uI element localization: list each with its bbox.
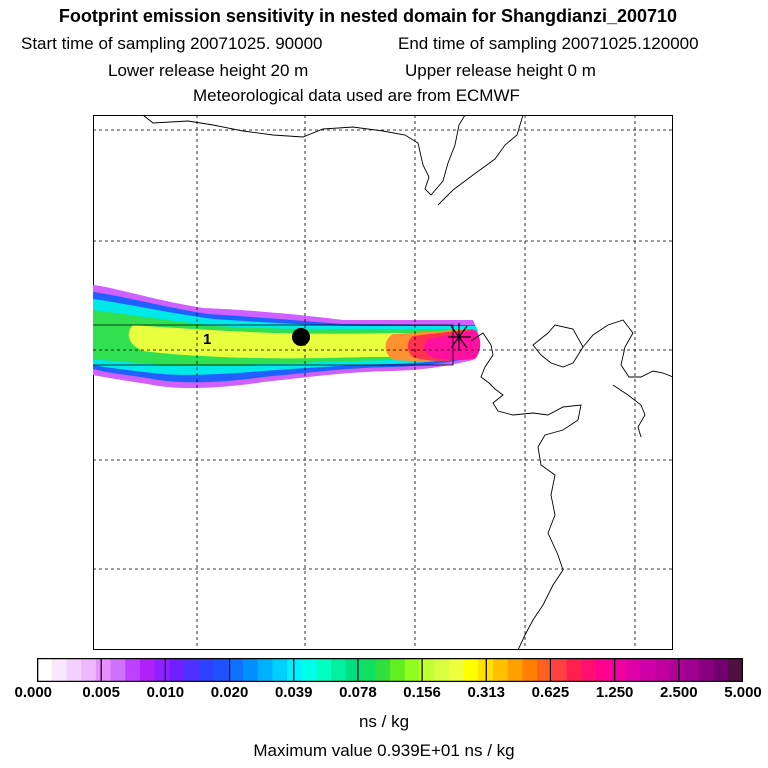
colorbar-swatch — [463, 658, 479, 682]
colorbar-swatch — [331, 658, 347, 682]
colorbar-swatch — [360, 658, 376, 682]
colorbar-tick-label: 0.010 — [146, 684, 185, 701]
colorbar-swatch — [169, 658, 185, 682]
colorbar-swatch — [551, 658, 567, 682]
colorbar-units: ns / kg — [358, 712, 410, 731]
colorbar-swatch — [345, 658, 362, 682]
colorbar-swatch — [51, 658, 67, 682]
max-value-label: Maximum value 0.939E+01 ns / kg — [253, 741, 515, 760]
colorbar-swatch — [492, 658, 509, 682]
colorbar-swatch — [537, 658, 553, 682]
colorbar-tick-label: 0.625 — [531, 684, 570, 701]
colorbar-tick-label: 0.078 — [339, 684, 377, 701]
lower-release-label: Lower release height 20 m — [108, 61, 309, 80]
colorbar-tick-label: 0.005 — [82, 684, 120, 701]
colorbar-swatch — [684, 658, 700, 682]
colorbar — [37, 658, 743, 682]
colorbar-swatch — [713, 658, 729, 682]
coastlines — [142, 115, 673, 650]
colorbar-swatch — [154, 658, 170, 682]
start-time-label: Start time of sampling 20071025. 90000 — [21, 34, 323, 53]
colorbar-swatch — [610, 658, 626, 682]
colorbar-swatch — [198, 658, 214, 682]
colorbar-swatch — [507, 658, 523, 682]
colorbar-swatch — [257, 658, 273, 682]
colorbar-swatch — [566, 658, 582, 682]
colorbar-swatch — [184, 658, 200, 682]
colorbar-swatch — [287, 658, 303, 682]
colorbar-swatch — [37, 658, 53, 682]
receptor-marker — [448, 323, 471, 351]
colorbar-swatch — [728, 658, 743, 682]
colorbar-swatch — [419, 658, 435, 682]
colorbar-tick-label: 0.039 — [274, 684, 313, 701]
grid-lines — [93, 115, 673, 650]
colorbar-swatch — [640, 658, 656, 682]
colorbar-swatch — [139, 658, 156, 682]
colorbar-swatch — [213, 658, 229, 682]
colorbar-swatch — [242, 658, 259, 682]
colorbar-tick-label: 1.250 — [595, 684, 634, 701]
chart-title: Footprint emission sensitivity in nested… — [58, 6, 678, 26]
colorbar-tick-label: 2.500 — [660, 684, 698, 701]
end-time-label: End time of sampling 20071025.120000 — [398, 34, 699, 53]
colorbar-swatch — [125, 658, 141, 682]
colorbar-tick-label: 0.156 — [403, 684, 441, 701]
colorbar-swatch — [434, 658, 450, 682]
colorbar-tick-label: 0.313 — [467, 684, 506, 701]
colorbar-swatch — [404, 658, 420, 682]
colorbar-swatch — [301, 658, 317, 682]
colorbar-swatch — [581, 658, 597, 682]
colorbar-swatch — [95, 658, 112, 682]
colorbar-swatch — [595, 658, 612, 682]
colorbar-tick-label: 5.000 — [724, 684, 762, 701]
colorbar-tick-label: 0.000 — [14, 684, 53, 701]
colorbar-swatch — [448, 658, 465, 682]
footprint-map: 1 — [93, 115, 673, 650]
colorbar-swatch — [316, 658, 332, 682]
colorbar-swatch — [390, 658, 406, 682]
colorbar-swatch — [698, 658, 715, 682]
centroid-dot — [292, 328, 310, 346]
colorbar-swatch — [654, 658, 670, 682]
colorbar-swatch — [110, 658, 126, 682]
colorbar-swatch — [81, 658, 97, 682]
upper-release-label: Upper release height 0 m — [405, 61, 596, 80]
colorbar-swatch — [375, 658, 391, 682]
colorbar-tick-label: 0.020 — [210, 684, 249, 701]
colorbar-swatch — [522, 658, 538, 682]
colorbar-swatch — [272, 658, 288, 682]
trajectory-label: 1 — [203, 331, 211, 348]
colorbar-swatch — [669, 658, 685, 682]
colorbar-swatch — [66, 658, 82, 682]
colorbar-swatch — [228, 658, 244, 682]
met-data-label: Meteorological data used are from ECMWF — [193, 86, 520, 105]
colorbar-frame — [37, 658, 743, 682]
colorbar-swatch — [625, 658, 641, 682]
